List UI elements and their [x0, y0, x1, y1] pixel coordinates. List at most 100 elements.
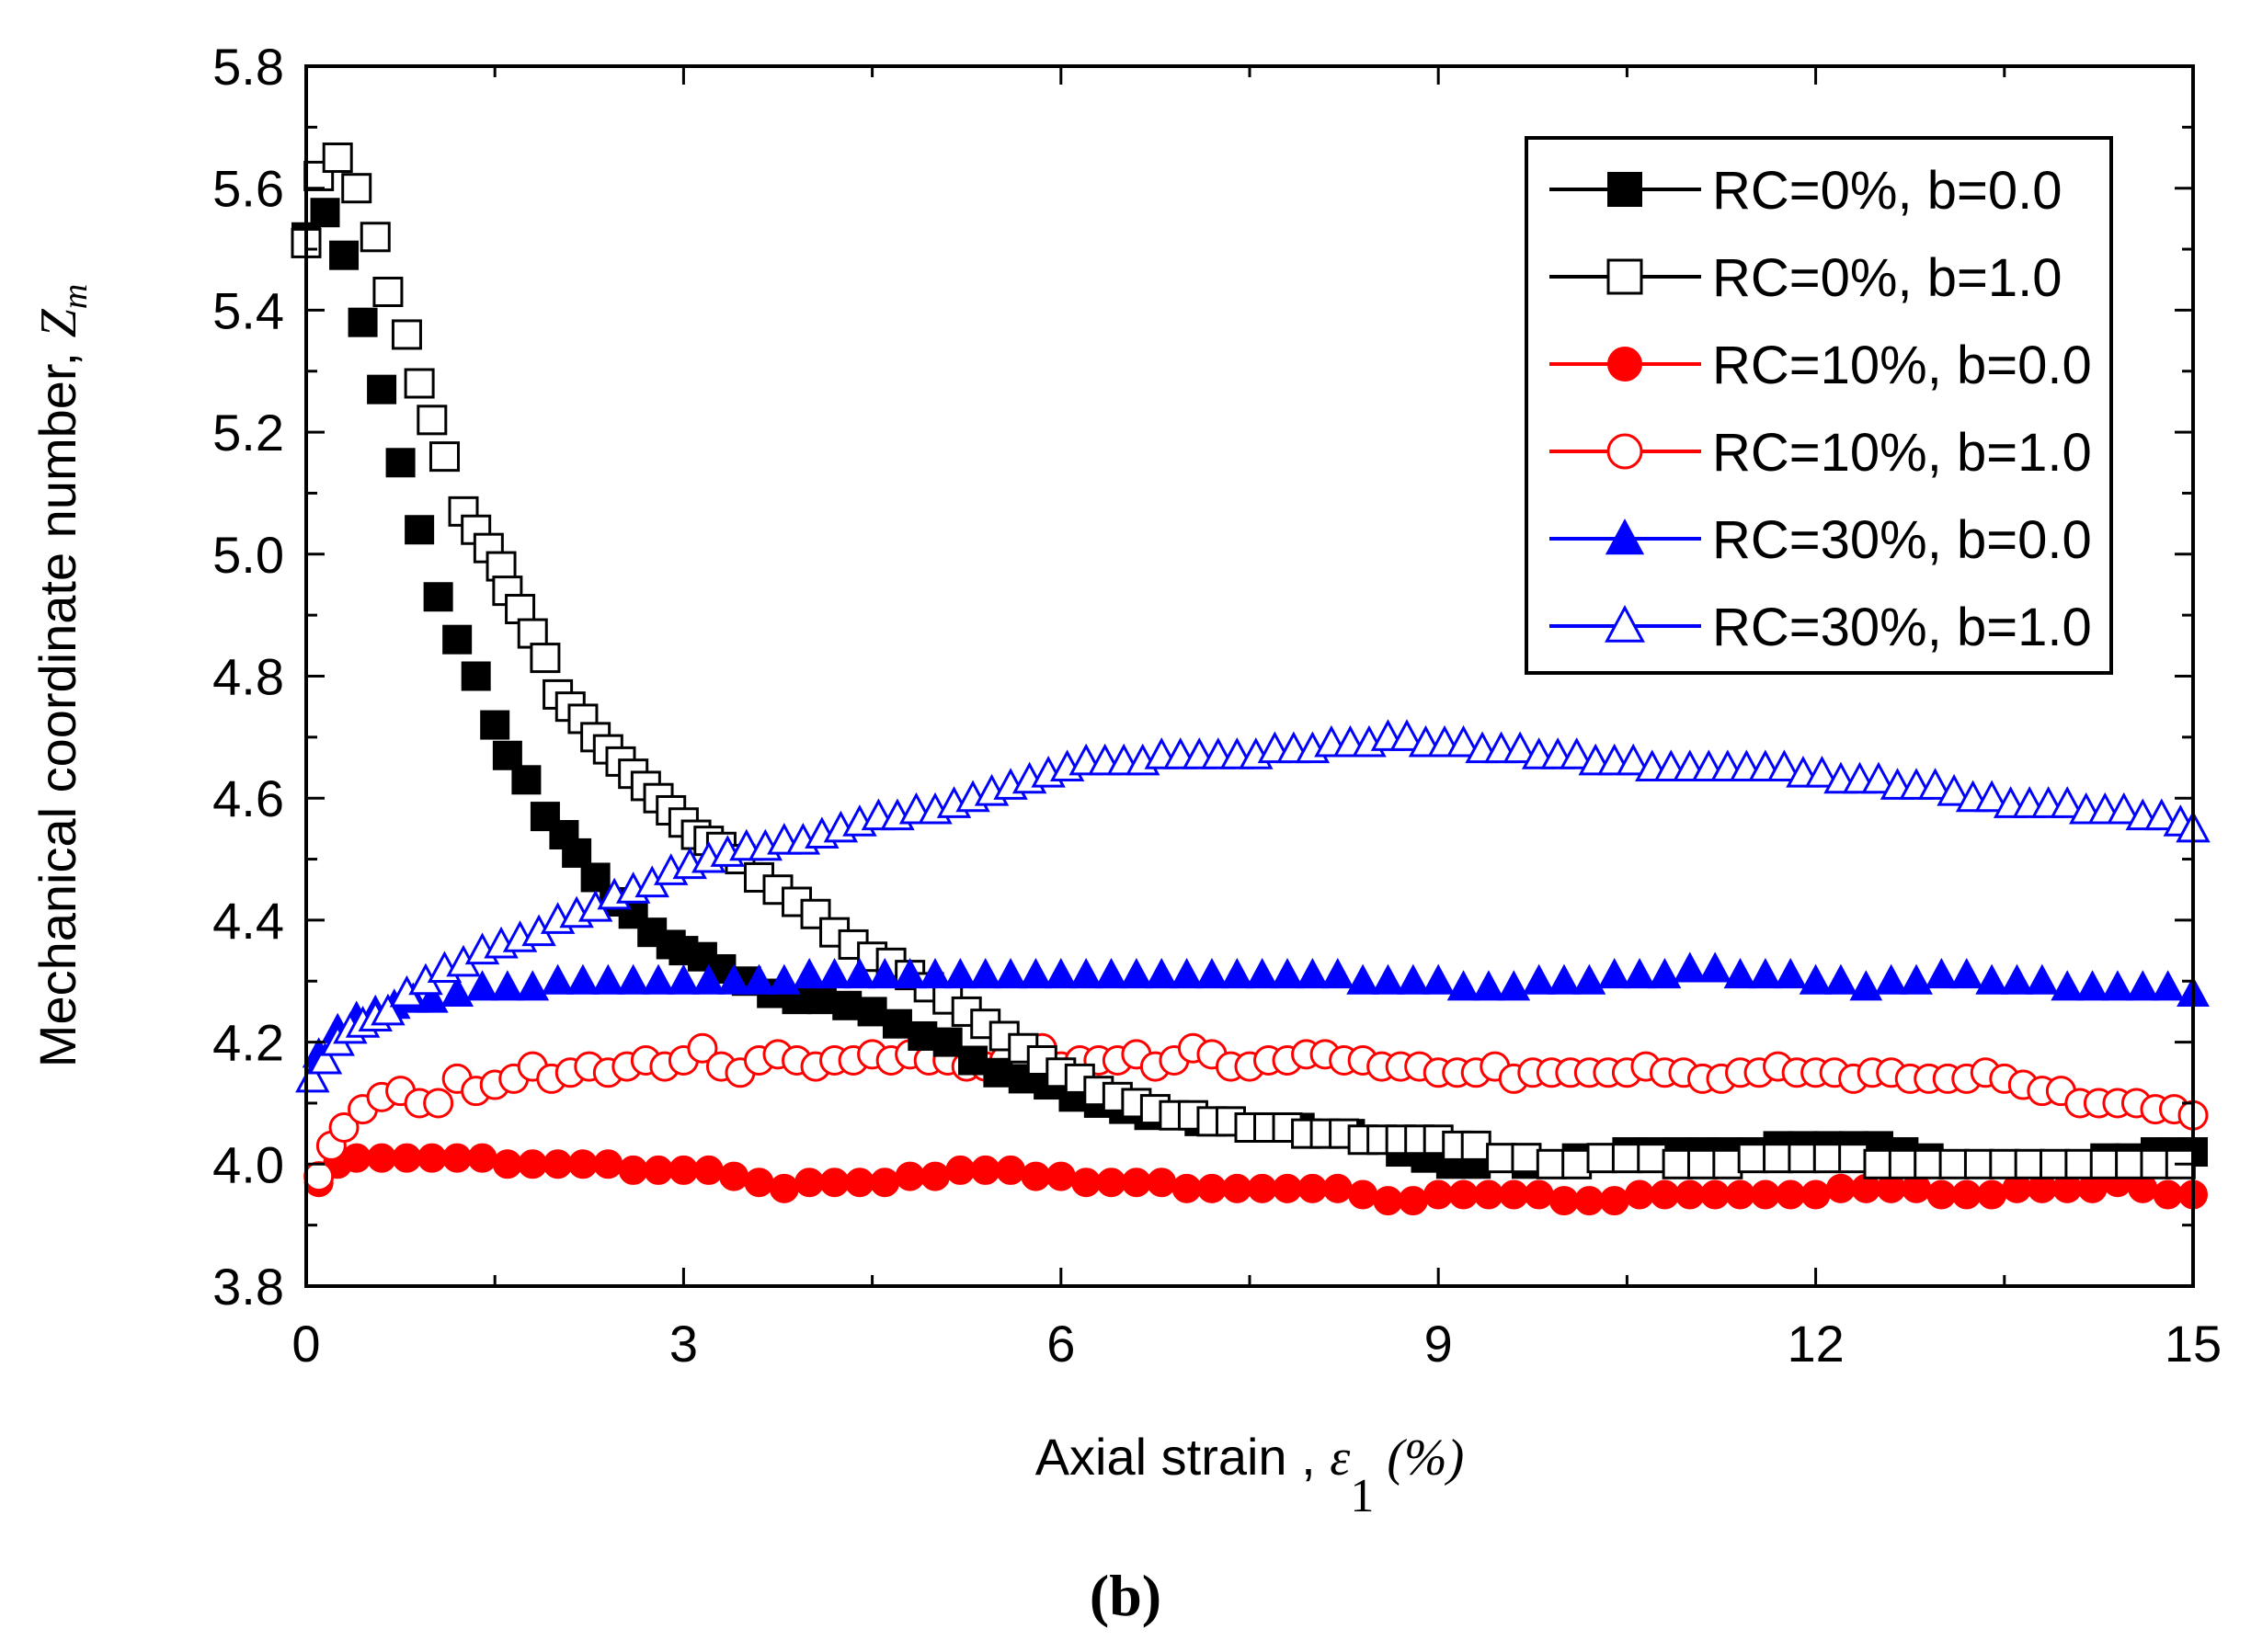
- data-point: [693, 1155, 724, 1185]
- data-point: [1245, 958, 1279, 989]
- data-point: [391, 319, 422, 350]
- data-point: [2050, 786, 2085, 818]
- data-point: [1763, 1143, 1794, 1174]
- data-point: [1963, 1148, 1994, 1179]
- data-point: [668, 1155, 699, 1185]
- data-point: [1749, 958, 1782, 989]
- data-point: [844, 1168, 874, 1198]
- data-point: [591, 963, 625, 995]
- data-point: [769, 1173, 799, 1203]
- data-point: [511, 765, 542, 795]
- data-point: [442, 1143, 473, 1173]
- data-point: [1625, 1179, 1655, 1210]
- data-point: [1348, 1179, 1378, 1210]
- data-point: [868, 958, 902, 989]
- data-point: [405, 515, 435, 545]
- data-point: [1094, 958, 1128, 989]
- data-point: [1975, 963, 2008, 995]
- data-point: [1171, 1173, 1202, 1203]
- data-point: [461, 661, 491, 691]
- data-point: [1503, 731, 1537, 764]
- data-point: [2126, 970, 2160, 1001]
- data-point: [1549, 1186, 1579, 1216]
- data-point: [428, 441, 460, 473]
- data-point: [817, 958, 851, 989]
- data-point: [1804, 756, 1840, 788]
- data-point: [417, 404, 448, 436]
- legend-marker: [1607, 347, 1642, 382]
- legend-label: RC=0%, b=0.0: [1712, 161, 2062, 221]
- data-point: [1825, 1173, 1856, 1203]
- data-point: [1750, 1179, 1780, 1210]
- data-point: [1220, 958, 1254, 989]
- data-point: [642, 963, 675, 995]
- data-point: [492, 1149, 522, 1179]
- data-point: [1561, 1148, 1593, 1179]
- series-4: [302, 951, 2210, 1068]
- data-point: [417, 1143, 447, 1173]
- y-tick-label: 4.6: [212, 769, 284, 827]
- y-tick-label: 4.0: [212, 1135, 284, 1193]
- data-point: [1938, 1148, 1970, 1179]
- data-point: [442, 624, 473, 655]
- data-point: [1472, 970, 1505, 1001]
- data-point: [1900, 963, 1933, 995]
- data-point: [1019, 958, 1053, 989]
- data-point: [1799, 963, 1833, 995]
- data-point: [1120, 958, 1153, 989]
- data-point: [303, 1161, 335, 1192]
- data-point: [1874, 963, 1908, 995]
- data-point: [932, 1027, 963, 1057]
- data-point: [968, 958, 1002, 989]
- data-point: [970, 1155, 1000, 1185]
- data-point: [1486, 1143, 1517, 1174]
- data-point: [1686, 1148, 1718, 1179]
- data-point: [371, 993, 406, 1026]
- data-point: [2075, 970, 2109, 1001]
- data-point: [919, 958, 952, 989]
- data-point: [480, 710, 510, 740]
- data-point: [1700, 1179, 1731, 1210]
- data-point: [895, 1161, 925, 1191]
- data-point: [1673, 951, 1707, 983]
- data-point: [1949, 958, 1983, 989]
- data-point: [367, 1143, 397, 1173]
- data-point: [423, 582, 453, 612]
- data-point: [1222, 1173, 1252, 1203]
- panel-label: (b): [1090, 1563, 1161, 1628]
- data-point: [1586, 1143, 1617, 1174]
- data-point: [1766, 749, 1802, 782]
- data-point: [328, 1111, 360, 1143]
- data-point: [1389, 719, 1424, 751]
- data-point: [543, 1149, 573, 1179]
- data-point: [1599, 1186, 1629, 1216]
- legend-marker: [1606, 258, 1643, 295]
- data-point: [996, 1155, 1026, 1185]
- data-point: [667, 963, 701, 995]
- data-point: [1196, 1173, 1227, 1203]
- data-point: [843, 958, 876, 989]
- data-point: [360, 222, 391, 253]
- data-point: [1021, 1161, 1051, 1191]
- data-point: [372, 276, 404, 307]
- y-axis-title: Mechanical coordinate number, Zm: [29, 284, 95, 1067]
- data-point: [1536, 1148, 1567, 1179]
- data-point: [423, 1088, 454, 1119]
- data-point: [1925, 958, 1959, 989]
- y-tick-label: 5.2: [212, 404, 284, 461]
- data-point: [404, 368, 435, 399]
- data-point: [1723, 958, 1757, 989]
- data-point: [491, 970, 524, 1001]
- data-point: [1737, 1143, 1768, 1174]
- data-point: [1559, 737, 1594, 769]
- data-point: [983, 1057, 1013, 1088]
- legend: RC=0%, b=0.0 RC=0%, b=1.0 RC=10%, b=0.0 RC=…: [1525, 136, 2113, 675]
- data-point: [465, 970, 499, 1001]
- data-point: [882, 1008, 912, 1039]
- data-point: [440, 975, 474, 1008]
- data-point: [1698, 951, 1732, 983]
- data-point: [1776, 1179, 1806, 1210]
- data-point: [1623, 958, 1656, 989]
- data-point: [1071, 1168, 1102, 1198]
